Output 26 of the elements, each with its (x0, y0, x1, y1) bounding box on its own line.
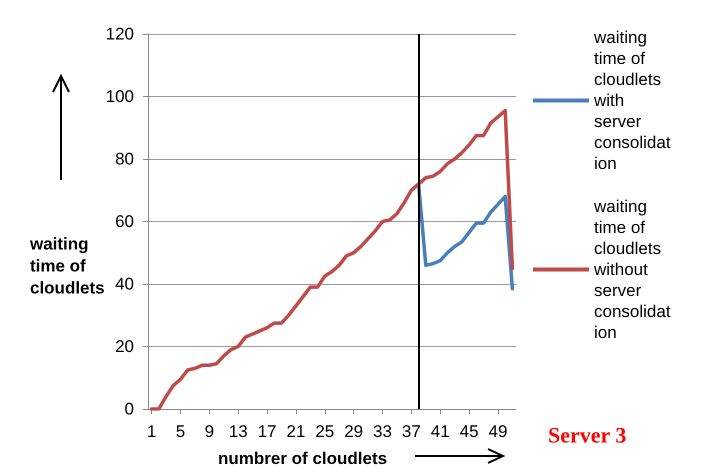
y-axis-title: waiting time of cloudlets (29, 234, 105, 298)
legend-label: waiting time of cloudlets without server consolidation (593, 197, 671, 342)
x-tick-label: 25 (315, 422, 334, 441)
x-tick-label: 45 (460, 422, 479, 441)
x-axis-title: numbrer of cloudlets (218, 449, 388, 468)
x-tick-label: 13 (228, 422, 248, 441)
x-tick-label: 17 (258, 422, 277, 441)
y-tick-label: 40 (115, 274, 134, 294)
legend-label: waiting time of cloudlets with server consolidation (593, 28, 671, 173)
line-series (416, 182, 514, 290)
y-tick-label: 120 (106, 24, 134, 44)
x-tick-label: 1 (146, 422, 156, 441)
y-tick-label: 80 (115, 150, 134, 168)
x-tick-label: 49 (488, 422, 508, 441)
x-tick-label: 41 (430, 422, 450, 441)
x-tick-label: 9 (204, 422, 214, 441)
y-tick-label: 100 (106, 87, 134, 106)
x-tick-label: 21 (286, 422, 306, 441)
x-tick-label: 5 (176, 422, 186, 441)
x-tick-label: 33 (373, 422, 392, 441)
y-tick-label: 0 (124, 400, 134, 418)
text: Server 3 (548, 422, 626, 448)
y-tick-label: 60 (115, 212, 134, 231)
y-tick-label: 20 (115, 337, 134, 356)
x-tick-label: 37 (402, 422, 421, 441)
x-tick-label: 29 (344, 422, 364, 441)
